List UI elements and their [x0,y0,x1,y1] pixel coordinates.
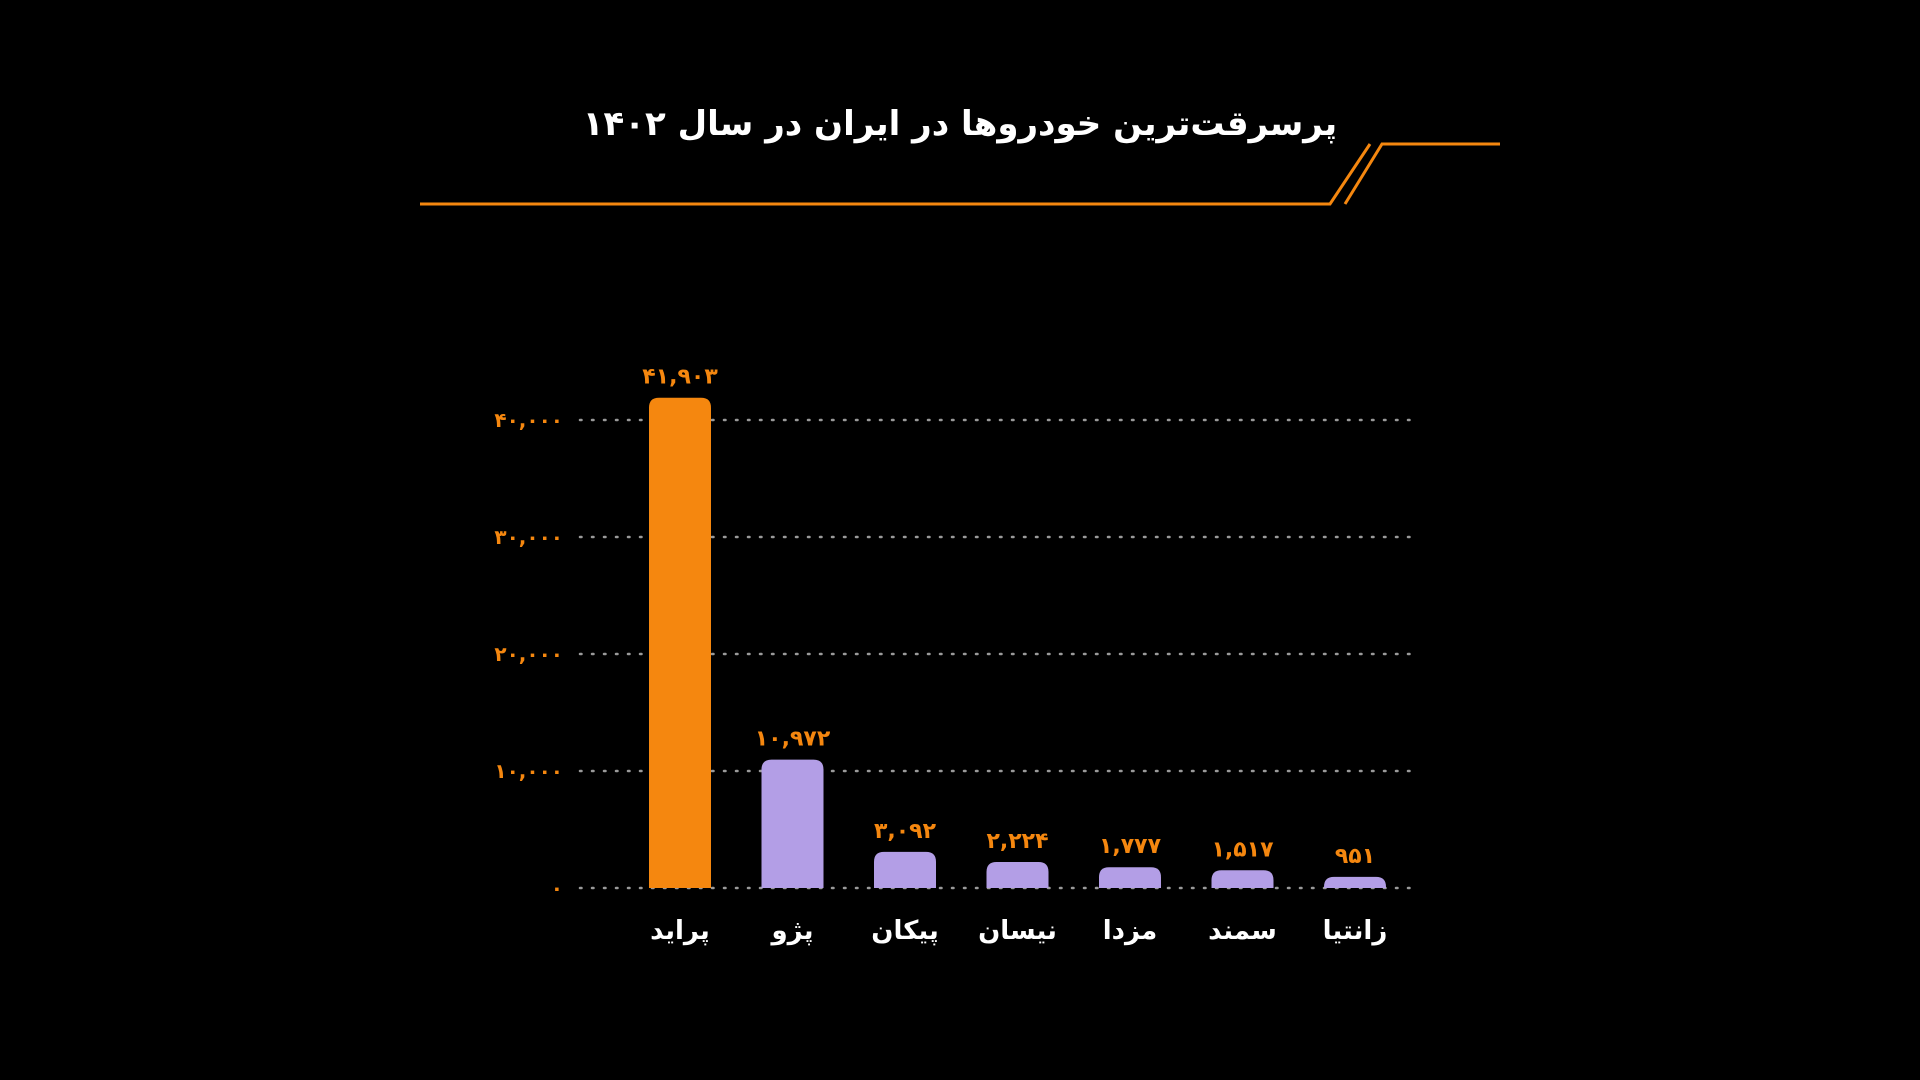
category-label: سمند [1208,916,1277,946]
bar-6 [1211,870,1274,888]
bars [649,397,1386,888]
bar-3 [874,851,936,888]
bar-5 [1099,867,1161,888]
value-label: ۱,۵۱۷ [1211,837,1274,862]
title-underline-accent [1343,142,1500,205]
y-tick-label: ۲۰,۰۰۰ [494,642,563,666]
y-tick-label: ۱۰,۰۰۰ [494,759,563,783]
category-label: مزدا [1103,916,1158,946]
category-label: پیکان [871,916,938,946]
value-labels: ۴۱,۹۰۳ ۱۰,۹۷۲ ۳,۰۹۲ ۲,۲۲۴ ۱,۷۷۷ ۱,۵۱۷ ۹۵۱ [642,365,1375,869]
category-label: پراید [650,916,710,946]
bar-2 [761,759,824,888]
y-axis: ۰ ۱۰,۰۰۰ ۲۰,۰۰۰ ۳۰,۰۰۰ ۴۰,۰۰۰ [494,408,563,900]
value-label: ۱,۷۷۷ [1099,834,1162,859]
title-underline-main [420,143,1372,206]
y-tick-label: ۴۰,۰۰۰ [494,408,563,432]
y-tick-label: ۰ [551,876,563,900]
bar-7 [1324,876,1386,888]
x-axis: پراید پژو پیکان نیسان مزدا سمند زانتیا [650,916,1387,946]
category-label: زانتیا [1323,916,1388,946]
value-label: ۱۰,۹۷۲ [755,727,831,752]
value-label: ۹۵۱ [1335,844,1375,869]
y-tick-label: ۳۰,۰۰۰ [494,525,563,549]
chart-title: پرسرقت‌ترین خودروها در ایران در سال ۱۴۰۲ [583,104,1337,144]
value-label: ۳,۰۹۲ [874,819,937,844]
category-label: پژو [769,916,813,946]
value-label: ۴۱,۹۰۳ [642,365,718,390]
category-label: نیسان [978,916,1057,946]
bar-1 [649,397,711,888]
bar-4 [986,861,1049,888]
value-label: ۲,۲۲۴ [986,829,1048,854]
